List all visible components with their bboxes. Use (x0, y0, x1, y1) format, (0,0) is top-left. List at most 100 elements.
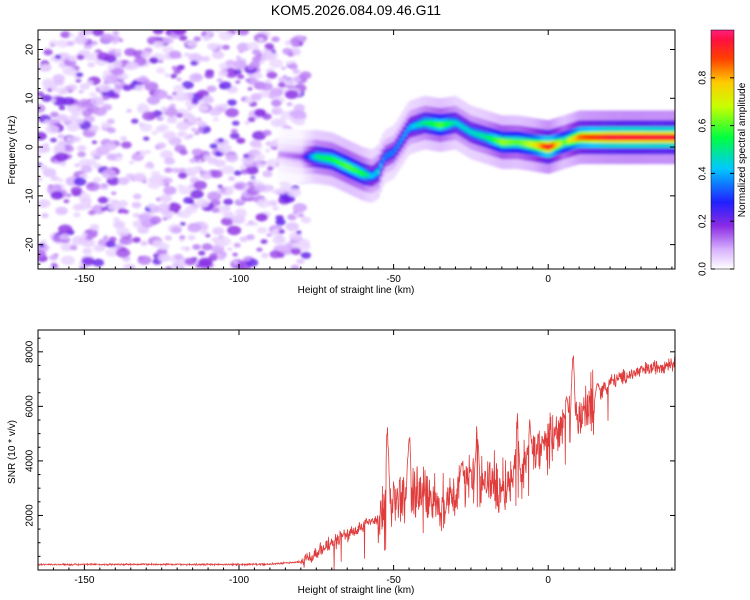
heatmap-noise-cell (229, 132, 240, 140)
heatmap-noise-cell (286, 102, 293, 107)
heatmap-noise-cell (41, 213, 49, 219)
heatmap-noise-cell (231, 214, 246, 225)
heatmap-ridge-cell (572, 136, 576, 142)
heatmap-noise-cell (193, 36, 201, 42)
heatmap-noise-cell (174, 92, 189, 102)
heatmap-noise-cell (85, 181, 100, 192)
heatmap-ridge-cell (342, 161, 346, 168)
heatmap-noise-cell (43, 119, 51, 125)
heatmap-noise-cell (175, 112, 184, 118)
heatmap-ridge-cell (332, 157, 336, 164)
heatmap-noise-cell (257, 37, 264, 42)
heatmap-noise-cell (96, 52, 110, 61)
heatmap-noise-cell (167, 202, 182, 212)
heatmap-noise-cell (216, 78, 223, 83)
heatmap-noise-cell (247, 87, 253, 91)
heatmap-noise-cell (200, 229, 209, 235)
snr-y-tick-label: 8000 (25, 340, 36, 363)
heatmap-ridge-cell (508, 139, 511, 146)
heatmap-noise-cell (122, 84, 133, 91)
heatmap-noise-cell (171, 167, 180, 174)
heatmap-noise-cell (270, 99, 282, 107)
snr-x-tick-label: -100 (229, 575, 249, 586)
figure-title: KOM5.2026.084.09.46.G11 (271, 2, 441, 18)
heatmap-noise-cell (62, 119, 69, 124)
heatmap-noise-cell (201, 55, 211, 62)
heatmap-ridge-cell (651, 134, 655, 141)
heatmap-noise-cell (152, 239, 165, 248)
heatmap-noise-cell (146, 161, 154, 167)
heatmap-noise-cell (287, 187, 302, 198)
heatmap-ridge-cell (646, 134, 650, 141)
heatmap-noise-cell (162, 217, 168, 221)
heatmap-noise-cell (256, 226, 268, 234)
heatmap-noise-cell (198, 104, 209, 112)
heatmap-noise-cell (254, 108, 267, 117)
heatmap-noise-cell (291, 41, 300, 48)
heatmap-ridge-cell (671, 134, 675, 141)
heatmap-y-tick-label: 0 (25, 144, 36, 150)
heatmap-noise-cell (67, 55, 78, 62)
heatmap-noise-cell (233, 242, 241, 248)
heatmap-y-axis-label: Frequency (Hz) (7, 116, 18, 185)
heatmap-noise-cell (115, 81, 121, 85)
heatmap-noise-cell (189, 189, 204, 199)
heatmap-noise-cell (211, 237, 220, 243)
heatmap-ridge-cell (550, 143, 553, 150)
heatmap-noise-cell (103, 142, 117, 151)
heatmap-noise-cell (292, 202, 307, 213)
heatmap-noise-cell (50, 137, 57, 143)
heatmap-ridge-cell (310, 153, 313, 160)
heatmap-noise-cell (243, 154, 250, 159)
heatmap-noise-cell (271, 190, 277, 194)
heatmap-ridge-cell (654, 134, 657, 141)
heatmap-noise-cell (178, 172, 188, 179)
heatmap-ridge-cell (557, 140, 561, 147)
heatmap-noise-cell (262, 170, 273, 178)
heatmap-ridge-cell (325, 155, 328, 162)
heatmap-ridge-cell (607, 134, 610, 141)
heatmap-ridge-cell (441, 121, 445, 128)
heatmap-noise-cell (233, 170, 242, 176)
heatmap-ridge-cell (560, 140, 563, 146)
heatmap-ridge-cell (451, 120, 454, 127)
heatmap-noise-cell (91, 140, 98, 145)
heatmap-noise-cell (100, 207, 107, 212)
heatmap-noise-cell (271, 36, 280, 43)
heatmap-noise-cell (107, 202, 120, 211)
heatmap-noise-cell (77, 145, 87, 152)
heatmap-noise-cell (79, 83, 90, 91)
heatmap-noise-cell (70, 186, 83, 195)
heatmap-noise-cell (247, 65, 255, 70)
heatmap-noise-cell (112, 30, 119, 36)
heatmap-noise-cell (105, 240, 116, 248)
heatmap-noise-cell (213, 50, 224, 58)
heatmap-noise-cell (225, 107, 239, 118)
heatmap-noise-cell (206, 85, 217, 93)
heatmap-noise-cell (261, 51, 276, 61)
heatmap-noise-cell (145, 149, 151, 154)
heatmap-ridge-cell (624, 134, 628, 141)
heatmap-noise-cell (50, 86, 58, 92)
snr-series-line (38, 355, 675, 570)
heatmap-noise-cell (129, 160, 135, 165)
heatmap-noise-cell (192, 166, 200, 172)
heatmap-noise-cell (218, 30, 233, 41)
heatmap-noise-cell (113, 61, 124, 68)
heatmap-noise-cell (155, 67, 166, 74)
heatmap-noise-cell (210, 44, 218, 49)
heatmap-ridge-cell (471, 129, 474, 136)
heatmap-noise-cell (179, 221, 186, 226)
heatmap-noise-cell (207, 157, 219, 165)
heatmap-noise-cell (296, 258, 305, 265)
heatmap-noise-cell (164, 73, 171, 78)
heatmap-ridge-cell (399, 138, 403, 145)
colorbar-tick-label: 0.0 (698, 262, 709, 276)
heatmap-ridge-cell (458, 122, 462, 129)
heatmap-noise-cell (198, 257, 213, 268)
heatmap-ridge-cell (379, 162, 383, 169)
heatmap-noise-cell (131, 201, 142, 209)
heatmap-noise-cell (236, 42, 251, 52)
heatmap-ridge-cell (406, 126, 410, 133)
heatmap-noise-cell (132, 193, 142, 200)
